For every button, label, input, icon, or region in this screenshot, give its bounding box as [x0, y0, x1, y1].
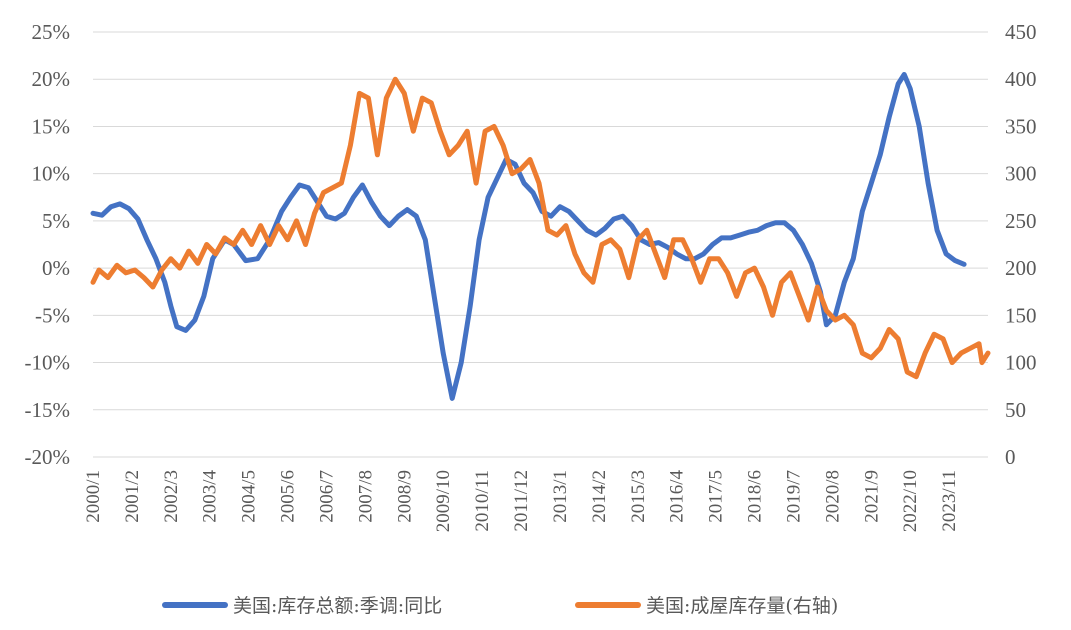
- left-tick-label: 10%: [32, 162, 71, 186]
- x-tick-label: 2006/7: [316, 470, 337, 523]
- right-tick-label: 400: [1005, 67, 1037, 91]
- right-tick-label: 200: [1005, 256, 1037, 280]
- right-tick-label: 50: [1005, 398, 1026, 422]
- x-tick-label: 2017/5: [706, 470, 727, 523]
- x-tick-label: 2019/7: [783, 470, 804, 523]
- x-tick-label: 2005/6: [278, 470, 299, 523]
- series-line-0: [90, 72, 967, 401]
- x-tick-label: 2021/9: [861, 470, 882, 523]
- x-tick-label: 2003/4: [200, 470, 221, 523]
- x-tick-label: 2008/9: [394, 470, 415, 523]
- x-tick-label: 2020/8: [822, 470, 843, 523]
- left-tick-label: -20%: [25, 445, 71, 469]
- left-tick-label: 0%: [42, 256, 70, 280]
- x-axis-ticks: 2000/1 2001/2 2002/3 2003/4 2004/5 2005/6 2006…: [83, 470, 960, 533]
- left-tick-label: -5%: [35, 303, 70, 327]
- x-tick-label: 2014/2: [589, 470, 610, 523]
- gridlines: [93, 31, 988, 458]
- x-tick-label: 2013/1: [550, 470, 571, 523]
- x-tick-label: 2002/3: [161, 470, 182, 523]
- legend: 美国:库存总额:季调:同比 美国:成屋库存量(右轴): [162, 595, 838, 617]
- left-tick-label: 15%: [32, 114, 71, 138]
- right-tick-label: 150: [1005, 303, 1037, 327]
- x-tick-label: 2016/4: [667, 470, 688, 523]
- x-tick-label: 2000/1: [83, 470, 104, 523]
- x-tick-label: 2011/12: [511, 470, 532, 532]
- right-axis-ticks: 450 400 350 300 250 200 150 100 50 0: [1005, 20, 1037, 469]
- series-line-1: [90, 76, 991, 380]
- legend-label-existing-home-inventory: 美国:成屋库存量(右轴): [646, 595, 838, 617]
- x-tick-label: 2015/3: [628, 470, 649, 523]
- x-tick-label: 2004/5: [239, 470, 260, 523]
- left-tick-label: -10%: [25, 351, 71, 375]
- right-tick-label: 100: [1005, 351, 1037, 375]
- x-tick-label: 2009/10: [433, 470, 454, 532]
- right-tick-label: 350: [1005, 114, 1037, 138]
- x-tick-label: 2001/2: [122, 470, 143, 523]
- left-tick-label: -15%: [25, 398, 71, 422]
- right-tick-label: 450: [1005, 20, 1037, 44]
- x-tick-label: 2010/11: [472, 470, 493, 532]
- x-tick-label: 2007/8: [355, 470, 376, 523]
- left-tick-label: 5%: [42, 209, 70, 233]
- x-tick-label: 2022/10: [900, 470, 921, 532]
- x-tick-label: 2023/11: [939, 470, 960, 532]
- right-tick-label: 250: [1005, 209, 1037, 233]
- legend-label-inventory-yoy: 美国:库存总额:季调:同比: [233, 595, 442, 617]
- left-tick-label: 25%: [32, 20, 71, 44]
- series-layer: [90, 72, 991, 401]
- left-tick-label: 20%: [32, 67, 71, 91]
- x-tick-label: 2018/6: [745, 470, 766, 523]
- right-tick-label: 300: [1005, 162, 1037, 186]
- left-axis-ticks: 25% 20% 15% 10% 5% 0% -5% -10% -15% -20%: [25, 20, 71, 469]
- right-tick-label: 0: [1005, 445, 1016, 469]
